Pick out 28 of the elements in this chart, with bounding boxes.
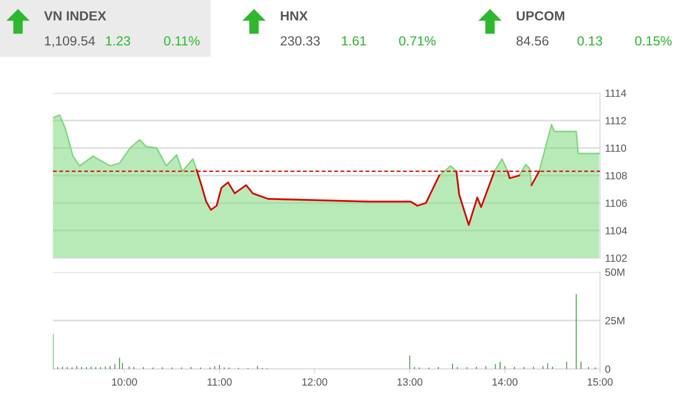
x-tick-label: 10:00 xyxy=(112,378,137,386)
text: VN INDEX xyxy=(44,11,106,20)
text: 0.11% xyxy=(164,36,200,46)
y-tick-label: 1112 xyxy=(606,117,626,124)
x-tick-label: 11:00 xyxy=(208,378,232,386)
y-tick-label: 1114 xyxy=(606,90,626,97)
text: 0.15% xyxy=(635,36,672,46)
text: UPCOM xyxy=(516,11,564,21)
y-tick-label: 1106 xyxy=(606,200,627,207)
text: 0.13 xyxy=(578,36,602,46)
y-tick-label: 0 xyxy=(605,366,610,373)
x-tick-label: 12:00 xyxy=(302,378,328,386)
y-tick-label: 1108 xyxy=(606,172,627,180)
x-tick-label: 13:00 xyxy=(398,378,422,386)
text: 84.56 xyxy=(516,36,548,46)
y-tick-label: 50M xyxy=(605,268,624,276)
text: HNX xyxy=(280,11,308,20)
text: 1.61 xyxy=(342,36,366,46)
y-tick-label: 25M xyxy=(605,317,624,324)
y-tick-label: 1104 xyxy=(606,227,627,234)
x-tick-label: 15:00 xyxy=(588,378,613,386)
text: 1,109.54 xyxy=(45,36,95,48)
text: 0.71% xyxy=(399,36,436,46)
text: 1.23 xyxy=(106,36,130,46)
y-tick-label: 1102 xyxy=(606,254,627,262)
text: 230.33 xyxy=(280,36,320,46)
y-tick-label: 1110 xyxy=(606,144,626,152)
x-tick-label: 14:00 xyxy=(492,378,518,386)
